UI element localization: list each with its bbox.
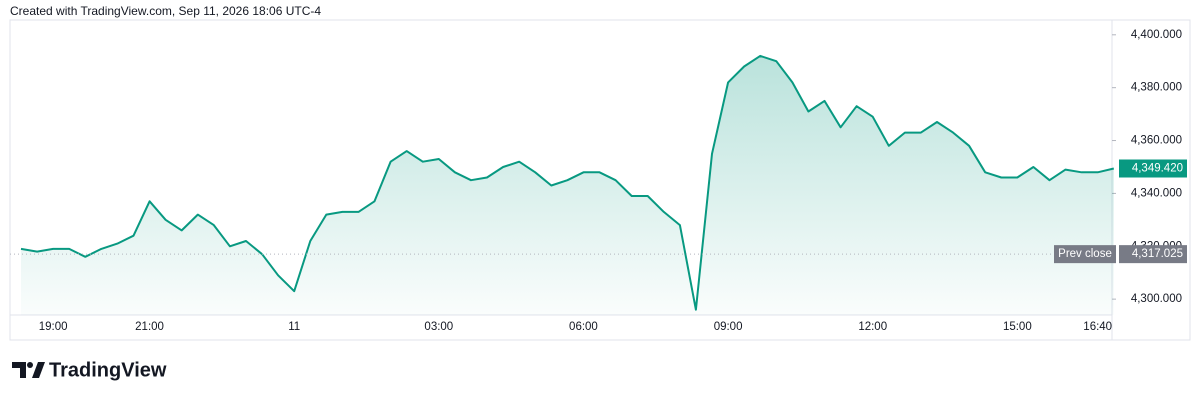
y-tick-label: 4,400.000 (1131, 29, 1182, 41)
x-tick-label: 21:00 (135, 321, 164, 333)
price-line (20, 54, 1115, 311)
area-fill (21, 55, 1114, 316)
last-price-box (1119, 159, 1187, 178)
prev-close-box (1119, 245, 1187, 264)
y-tick-label: 4,380.000 (1131, 82, 1182, 94)
x-tick-label: 11 (288, 321, 300, 333)
x-tick-label: 09:00 (714, 321, 743, 333)
y-tick-label: 4,300.000 (1131, 293, 1182, 305)
x-tick-label: 03:00 (424, 321, 453, 333)
x-tick-label: 06:00 (569, 321, 598, 333)
brand-name: TradingView (49, 359, 167, 381)
header-text: Created with TradingView.com, Sep 11, 20… (10, 4, 321, 18)
y-tick-label: 4,340.000 (1131, 187, 1182, 199)
x-tick-label: 12:00 (858, 321, 887, 333)
last-price-label: 4,349.420 (1132, 163, 1183, 175)
prev-close-tag (1054, 245, 1116, 264)
prev-close-name: Prev close (1058, 248, 1112, 260)
x-tick-label: 16:40 (1083, 321, 1112, 333)
chart-frame (9, 19, 1191, 341)
y-tick-label: 4,360.000 (1131, 135, 1182, 147)
x-tick-label: 19:00 (39, 321, 68, 333)
x-tick-label: 15:00 (1003, 321, 1032, 333)
brand-logo: TradingView (12, 359, 167, 381)
prev-close-label: 4,317.025 (1132, 248, 1183, 260)
